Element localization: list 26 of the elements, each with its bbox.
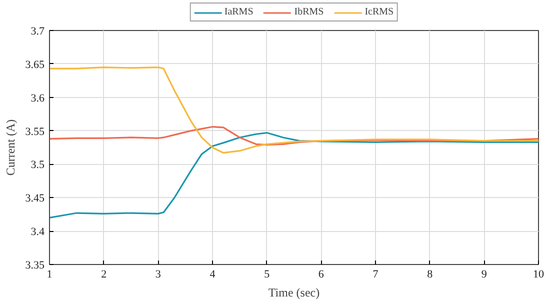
y-tick-label: 3.65	[25, 58, 45, 71]
y-tick-label: 3.6	[30, 92, 45, 104]
y-tick-label: 3.4	[30, 226, 45, 238]
legend-label: IaRMS	[224, 6, 254, 18]
y-tick-label: 3.35	[25, 260, 45, 272]
x-axis-title: Time (sec)	[268, 286, 320, 300]
x-tick-label: 4	[210, 268, 216, 280]
x-tick-label: 9	[481, 268, 488, 280]
y-tick-label: 3.55	[25, 126, 45, 138]
x-tick-label: 10	[533, 268, 544, 280]
x-tick-label: 7	[372, 268, 379, 280]
line-series	[50, 66, 538, 154]
x-tick-label: 5	[264, 268, 270, 280]
y-tick-label: 3.5	[30, 159, 45, 172]
x-tick-label: 1	[46, 268, 52, 280]
line-series	[50, 126, 538, 146]
x-tick-label: 8	[427, 268, 434, 280]
line-series	[50, 132, 538, 218]
legend-label: IcRMS	[364, 6, 394, 18]
x-tick-label: 3	[155, 268, 162, 280]
x-tick-label: 6	[318, 268, 324, 280]
legend-label: IbRMS	[294, 6, 324, 18]
y-axis-title: Current (A)	[3, 119, 18, 176]
y-tick-label: 3.45	[25, 192, 45, 205]
y-tick-label: 3.7	[30, 26, 45, 38]
x-tick-label: 2	[101, 268, 107, 280]
